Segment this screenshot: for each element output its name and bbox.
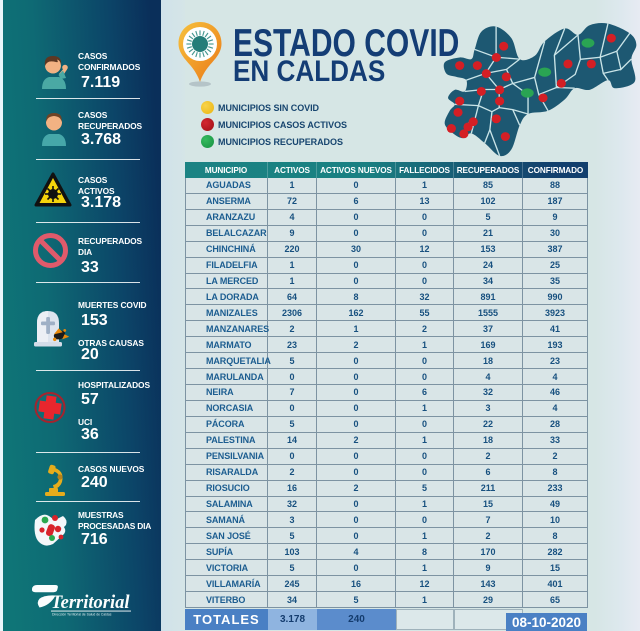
svg-text:Dirección Territorial de Salud: Dirección Territorial de Salud de Caldas: [52, 612, 112, 616]
svg-text:Territorial: Territorial: [51, 593, 130, 613]
